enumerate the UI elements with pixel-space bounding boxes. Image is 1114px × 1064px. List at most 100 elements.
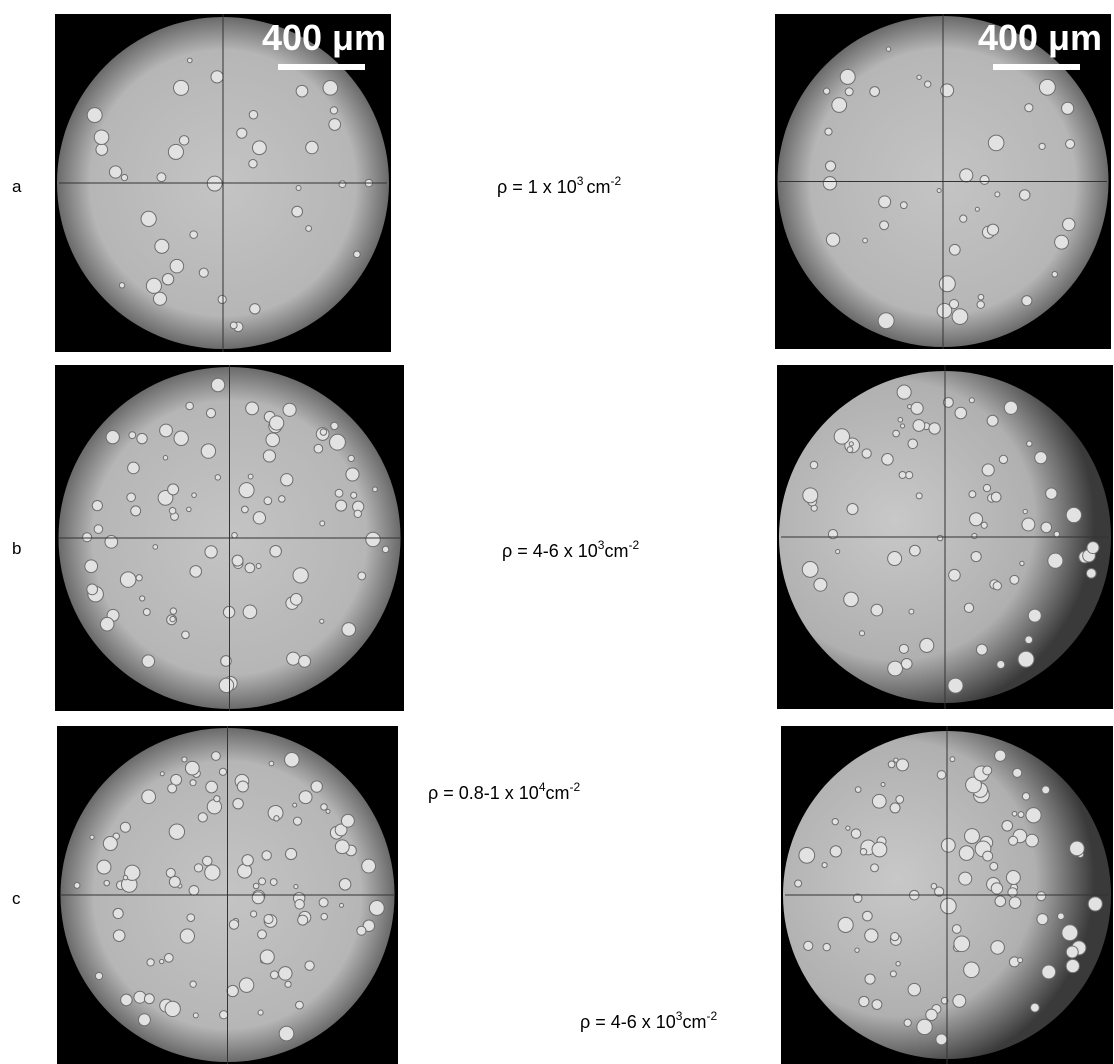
etch-pit [281,474,293,486]
etch-pit [220,1011,228,1019]
density-unit: cm [604,541,628,561]
etch-pit [153,545,158,550]
etch-pit [142,655,155,668]
etch-pit [320,619,324,623]
etch-pit [238,864,252,878]
etch-pit [141,211,156,226]
etch-pit [888,661,903,676]
etch-pit [900,202,907,209]
etch-pit [949,569,961,581]
etch-pit [146,278,161,293]
etch-pit [1022,793,1029,800]
etch-pit [270,545,282,557]
etch-pit [904,1019,911,1026]
etch-pit [825,161,835,171]
etch-pit [870,87,880,97]
etch-pit [1046,488,1057,499]
etch-pit [248,474,253,479]
etch-pit [909,609,914,614]
etch-pit [964,962,980,978]
etch-pit [1022,296,1032,306]
etch-pit [908,983,920,995]
etch-pit [120,822,130,832]
etch-pit [954,936,970,952]
density-unit-exponent: -2 [570,780,581,794]
etch-pit [170,608,176,614]
density-base: ρ = 0.8-1 x 10 [428,783,539,803]
etch-pit [860,849,866,855]
etch-pit [299,791,312,804]
etch-pit [1035,452,1047,464]
etch-pit [253,512,265,524]
etch-pit [320,521,325,526]
etch-pit [290,594,302,606]
etch-pit [917,1019,932,1034]
micrograph [57,726,398,1064]
etch-pit [104,880,110,886]
etch-pit [229,920,238,929]
etch-pit [999,455,1007,463]
etch-pit [911,402,923,414]
etch-pit [136,575,142,581]
etch-pit [890,971,896,977]
etch-pit [331,422,338,429]
etch-pit [830,846,841,857]
etch-pit [1026,834,1039,847]
etch-pit [1062,925,1078,941]
etch-pit [323,81,338,96]
etch-pit [219,768,226,775]
etch-pit [976,644,987,655]
etch-pit [170,259,184,273]
micrographs [55,14,1113,1064]
etch-pit [1042,786,1050,794]
etch-pit [206,781,218,793]
etch-pit [262,851,271,860]
etch-pit [306,226,312,232]
etch-pit [832,818,838,824]
etch-pit [846,826,850,830]
etch-pit [190,566,202,578]
etch-pit [242,855,253,866]
etch-pit [1066,507,1081,522]
etch-pit [991,883,1002,894]
etch-pit [193,1013,198,1018]
etch-pit [382,546,388,552]
etch-pit [987,224,998,235]
etch-pit [206,409,215,418]
etch-pit [851,829,861,839]
etch-pit [296,1001,304,1009]
etch-pit [917,75,921,79]
etch-pit [859,631,864,636]
etch-pit [165,1001,180,1016]
etch-pit [990,862,998,870]
etch-pit [865,929,878,942]
etch-pit [169,824,184,839]
etch-pit [230,322,237,329]
etch-pit [85,560,98,573]
etch-pit [978,294,984,300]
etch-pit [880,221,889,230]
etch-pit [295,900,305,910]
etch-pit [1066,946,1078,958]
etch-pit [1052,272,1058,278]
etch-pit [896,796,904,804]
etch-pit [153,292,166,305]
density-unit: cm [682,1012,706,1032]
etch-pit [844,592,859,607]
etch-pit [822,863,827,868]
etch-pit [279,967,292,980]
etch-pit [103,837,117,851]
etch-pit [120,572,135,587]
etch-pit [960,169,973,182]
etch-pit [74,883,80,889]
etch-pit [1013,768,1022,777]
etch-pit [174,80,189,95]
etch-pit [211,378,224,391]
etch-pit [242,506,249,513]
etch-pit [802,562,818,578]
etch-pit [207,176,222,191]
etch-pit [1037,892,1046,901]
etch-pit [1026,808,1041,823]
etch-pit [1018,651,1034,667]
etch-pit [214,796,220,802]
